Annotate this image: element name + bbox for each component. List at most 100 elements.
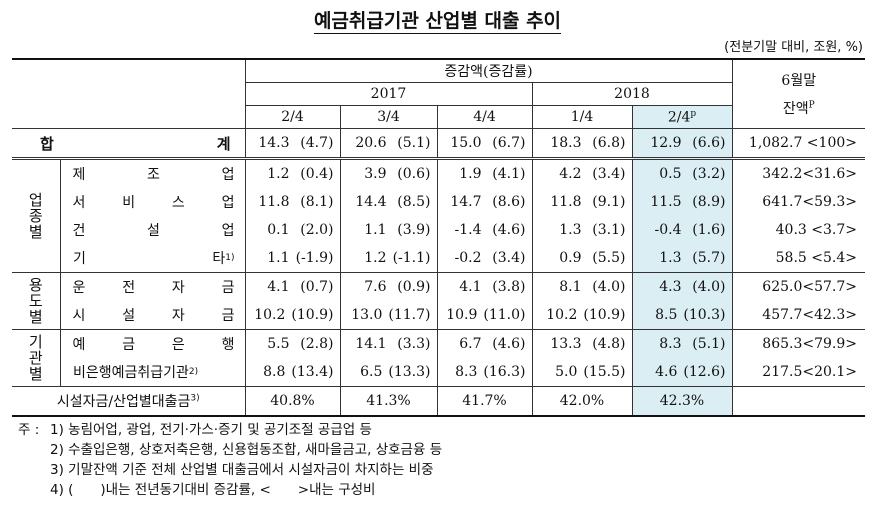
amount: 8.3 [455, 364, 478, 380]
cell: 11.8 (8.1) [246, 194, 340, 210]
balance-sub: 잔액P [733, 98, 866, 118]
value-cell: 1.1 (3.9) [339, 216, 437, 244]
cell: 15.0 (6.7) [438, 135, 532, 151]
rate: (2.0) [300, 222, 334, 238]
amount: 7.6 [364, 279, 387, 295]
quarter: 3/4 [339, 105, 437, 129]
corner [12, 58, 245, 129]
value-cell: 12.9 (6.6) [631, 128, 732, 159]
amount: 20.6 [355, 135, 387, 151]
quarter: 1/4 [531, 105, 632, 129]
amount: 1.9 [459, 166, 482, 182]
value-cell: 10.2 (10.9) [244, 301, 340, 330]
data-row: 용도별 운 전 자 금 4.1 (0.7) 7.6 (0.9) 4.1 (3.8) 8.1 (4.… [12, 272, 865, 330]
amount: 4.1 [267, 279, 290, 295]
footnote: 4) ( )내는 전년동기대비 증감률, < >내는 구성비 [18, 480, 442, 500]
title-box: 예금취급기관 산업별 대출 추이 [0, 6, 875, 34]
value-cell: 6.7 (4.6) [436, 329, 532, 358]
cell: 7.6 (0.9) [341, 279, 437, 295]
cell: 13.0 (11.7) [341, 307, 437, 323]
quarter: 2/4p [631, 105, 732, 129]
rate: (8.6) [492, 194, 526, 210]
amount: 4.3 [659, 279, 682, 295]
rate: (10.9) [583, 307, 626, 323]
footnote-text: 3) 기말잔액 기준 전체 산업별 대출금에서 시설자금이 차지하는 비중 [50, 462, 434, 478]
value-cell: 7.6 (0.9) [339, 272, 437, 301]
balance: 217.5<20.1> [731, 358, 865, 387]
title: 예금취급기관 산업별 대출 추이 [313, 10, 562, 34]
rate: (0.7) [300, 279, 334, 295]
cell: 1.2 (0.4) [246, 166, 340, 182]
row-label: 서 비 스 업 [59, 188, 245, 216]
cell: 14.4 (8.5) [341, 194, 437, 210]
row-label: 시 설 자 금 [59, 301, 245, 330]
amount: 6.7 [459, 336, 482, 352]
quarter-label: 3/4 [377, 109, 400, 125]
amount: 5.5 [267, 336, 290, 352]
balance: 342.2<31.6> [731, 157, 865, 188]
rate: (10.3) [683, 307, 726, 323]
rate: (6.7) [492, 135, 526, 151]
cell: 0.9 (5.5) [533, 250, 632, 266]
rate: (1.6) [692, 222, 726, 238]
footnote-text: 2) 수출입은행, 상호저축은행, 신용협동조합, 새마을금고, 상호금융 등 [50, 442, 443, 458]
amount: 15.0 [450, 135, 482, 151]
cell: 6.5 (13.3) [341, 364, 437, 380]
row-label-text: 기 타 [73, 251, 226, 267]
rate: (6.8) [592, 135, 626, 151]
rate: (3.3) [397, 336, 431, 352]
footnote-prefix: 주 : [18, 422, 40, 438]
value-cell: 10.2 (10.9) [531, 301, 632, 330]
rate: (16.3) [483, 364, 526, 380]
amount: 1.2 [267, 166, 290, 182]
footnote: 3) 기말잔액 기준 전체 산업별 대출금에서 시설자금이 차지하는 비중 [18, 460, 442, 480]
group-label: 업종별 [12, 157, 60, 273]
value-cell: 4.6 (12.6) [631, 358, 732, 387]
footnote: 2) 수출입은행, 상호저축은행, 신용협동조합, 새마을금고, 상호금융 등 [18, 440, 442, 460]
cell: 14.1 (3.3) [341, 336, 437, 352]
ratio-value: 42.0% [531, 386, 632, 417]
quarter-label: 2/4 [667, 109, 691, 126]
value-cell: 8.3 (16.3) [436, 358, 532, 387]
measure: 증감액(증감률) [244, 58, 732, 83]
ratio-value: 42.3% [631, 386, 732, 417]
data-row: 건 설 업 0.1 (2.0) 1.1 (3.9) -1.4 (4.6) 1.3 (3.1) -0… [12, 216, 865, 244]
rate: (3.1) [592, 222, 626, 238]
rate: (3.4) [592, 166, 626, 182]
rate: (9.1) [592, 194, 626, 210]
value-cell: 1.9 (4.1) [436, 157, 532, 188]
value-cell: 18.3 (6.8) [531, 128, 632, 159]
cell: 1.1 (3.9) [341, 222, 437, 238]
value-cell: 20.6 (5.1) [339, 128, 437, 159]
rate: (0.4) [300, 166, 334, 182]
value-cell: 0.9 (5.5) [531, 244, 632, 273]
value-cell: 1.3 (3.1) [531, 216, 632, 244]
quarter: 2/4 [244, 105, 340, 129]
row-label: 비은행예금취급기관 2) [60, 358, 245, 386]
amount: 4.6 [655, 364, 678, 380]
amount: 10.2 [254, 307, 286, 323]
amount: 10.9 [446, 307, 478, 323]
cell: 13.3 (4.8) [533, 336, 632, 352]
value-cell: 14.4 (8.5) [339, 188, 437, 216]
row-label: 제 조 업 [59, 157, 245, 188]
amount: 14.4 [355, 194, 387, 210]
cell: 1.3 (5.7) [633, 250, 732, 266]
amount: 3.9 [364, 166, 387, 182]
balance: 865.3<79.9> [731, 329, 865, 358]
quarter-label: 4/4 [473, 109, 496, 125]
cell: 18.3 (6.8) [533, 135, 632, 151]
balance: 58.5 <5.4> [731, 244, 865, 273]
value-cell: 13.3 (4.8) [531, 329, 632, 358]
rate: (6.6) [692, 135, 726, 151]
value-cell: 4.2 (3.4) [531, 157, 632, 188]
amount: 18.3 [550, 135, 582, 151]
row-label: 운 전 자 금 [59, 272, 245, 301]
rate: (-1.1) [392, 250, 431, 266]
cell: 12.9 (6.6) [633, 135, 732, 151]
cell: -0.2 (3.4) [438, 250, 532, 266]
value-cell: 5.5 (2.8) [244, 329, 340, 358]
amount: 13.0 [351, 307, 383, 323]
rate: (4.6) [492, 222, 526, 238]
cell: 8.1 (4.0) [533, 279, 632, 295]
